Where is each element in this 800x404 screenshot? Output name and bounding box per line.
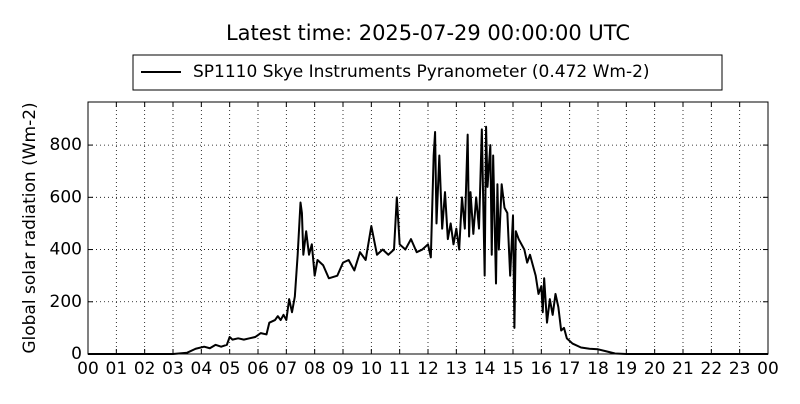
x-tick-label: 14	[474, 359, 496, 379]
x-tick-label: 22	[701, 359, 723, 379]
x-tick-label: 06	[247, 359, 269, 379]
x-tick-label: 18	[587, 359, 609, 379]
y-tick-label: 400	[50, 240, 82, 260]
legend-label: SP1110 Skye Instruments Pyranometer (0.4…	[193, 62, 650, 82]
x-tick-label: 21	[672, 359, 694, 379]
y-tick-label: 800	[50, 135, 82, 155]
x-tick-label: 10	[361, 359, 383, 379]
x-tick-label: 11	[389, 359, 411, 379]
data-line	[88, 125, 768, 355]
x-tick-label: 04	[191, 359, 213, 379]
x-tick-label: 08	[304, 359, 326, 379]
y-tick-label: 0	[71, 344, 82, 364]
y-tick-label: 600	[50, 187, 82, 207]
x-tick-label: 03	[162, 359, 184, 379]
y-axis-label: Global solar radiation (Wm-2)	[20, 102, 40, 353]
x-tick-label: 23	[729, 359, 751, 379]
x-tick-label: 15	[502, 359, 524, 379]
plot-frame	[87, 101, 769, 355]
x-tick-label: 09	[332, 359, 354, 379]
x-tick-label: 17	[559, 359, 581, 379]
chart-title: Latest time: 2025-07-29 00:00:00 UTC	[226, 21, 630, 45]
legend	[132, 54, 723, 91]
x-tick-label: 13	[446, 359, 468, 379]
y-tick-label: 200	[50, 292, 82, 312]
x-tick-label: 00	[77, 359, 99, 379]
x-tick-label: 00	[757, 359, 779, 379]
x-tick-label: 20	[644, 359, 666, 379]
x-tick-label: 07	[276, 359, 298, 379]
x-tick-label: 19	[616, 359, 638, 379]
x-tick-label: 16	[531, 359, 553, 379]
x-tick-label: 05	[219, 359, 241, 379]
x-tick-label: 01	[106, 359, 128, 379]
x-tick-label: 12	[417, 359, 439, 379]
x-tick-label: 02	[134, 359, 156, 379]
